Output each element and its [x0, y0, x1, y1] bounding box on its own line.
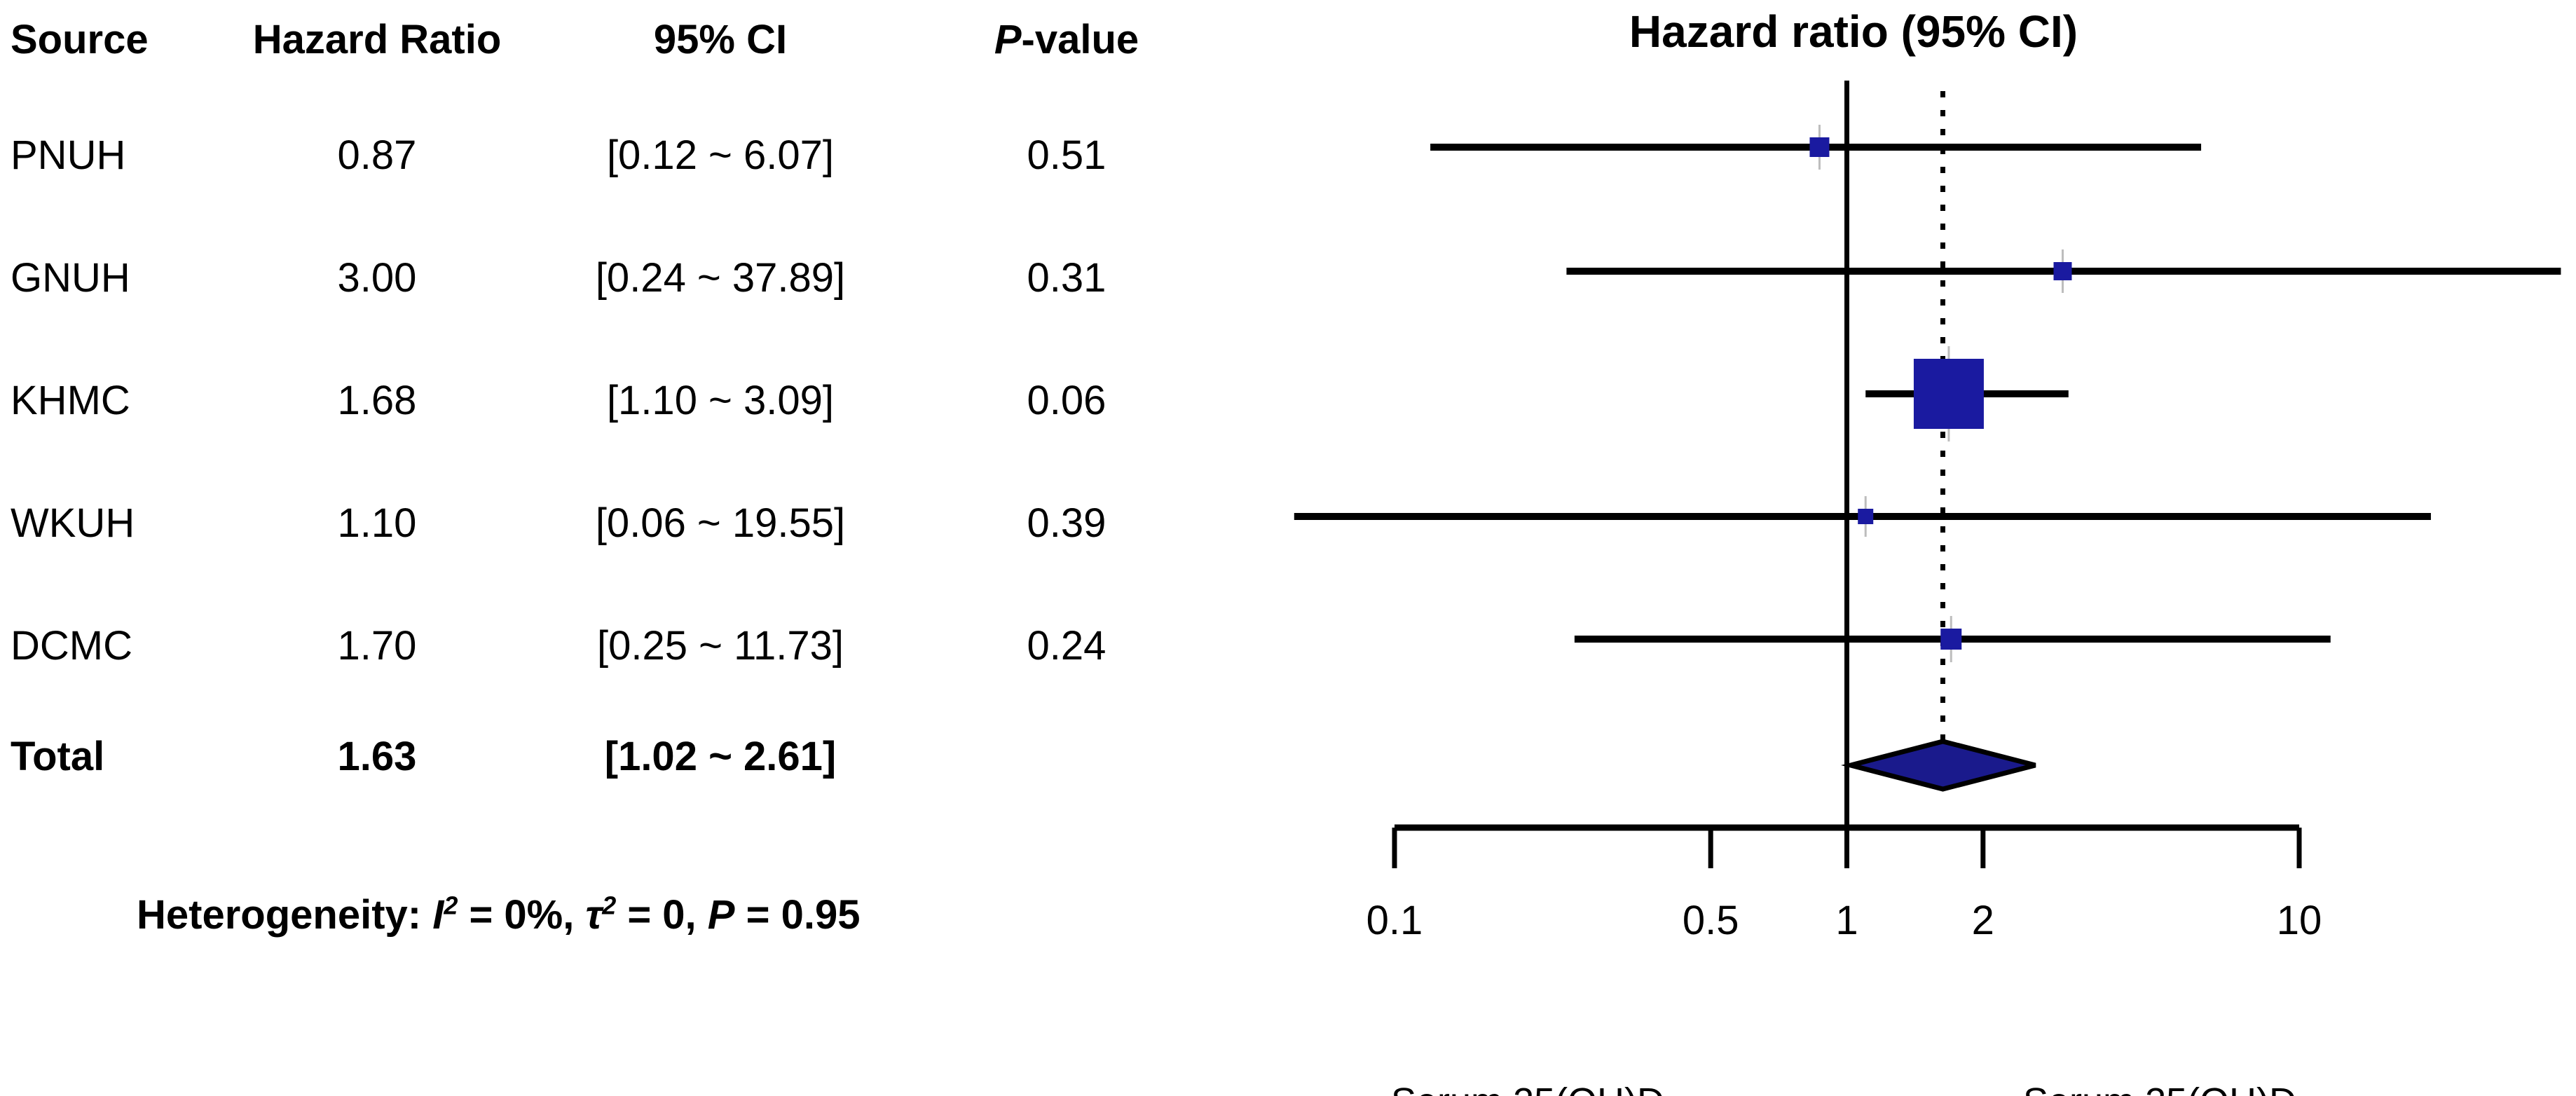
row-p-value: 0.39 — [1027, 500, 1107, 546]
total-label: Total — [11, 734, 105, 779]
axis-caption-left: Serum 25(OH)D Level ≥ 30 ng/mL worse — [1317, 968, 1738, 1096]
column-header-source: Source — [11, 17, 149, 62]
column-header-ci: 95% CI — [653, 17, 788, 62]
row-ci: [1.10 ~ 3.09] — [606, 378, 835, 423]
row-p-value: 0.06 — [1027, 378, 1107, 423]
axis-tick-label-0.5: 0.5 — [1682, 898, 1739, 943]
row-source: DCMC — [11, 623, 132, 669]
tau-squared-value: = 0, — [616, 892, 708, 938]
column-header-hazard-ratio: Hazard Ratio — [252, 17, 502, 62]
row-source: PNUH — [11, 132, 126, 178]
caption-right-line1: Serum 25(OH)D — [1954, 1075, 2366, 1096]
axis-tick-label-0.1: 0.1 — [1366, 898, 1423, 943]
row-hazard-ratio: 0.87 — [337, 132, 417, 178]
heterogeneity-note: Heterogeneity: I2 = 0%, τ2 = 0, P = 0.95 — [137, 890, 860, 940]
hr-square-dcmc — [1940, 629, 1962, 650]
row-hazard-ratio: 3.00 — [337, 255, 417, 301]
hr-square-wkuh — [1858, 509, 1874, 524]
p-value-italic-p: P — [994, 17, 1022, 62]
p-value-rest: -value — [1021, 17, 1139, 62]
row-hazard-ratio: 1.70 — [337, 623, 417, 669]
total-ci: [1.02 ~ 2.61] — [604, 734, 837, 779]
row-p-value: 0.31 — [1027, 255, 1107, 301]
column-header-p-value: P-value — [994, 15, 1139, 64]
axis-tick-label-10: 10 — [2276, 898, 2322, 943]
row-source: GNUH — [11, 255, 130, 301]
row-ci: [0.25 ~ 11.73] — [596, 623, 844, 669]
row-ci: [0.24 ~ 37.89] — [595, 255, 846, 301]
row-hazard-ratio: 1.10 — [337, 500, 417, 546]
row-ci: [0.06 ~ 19.55] — [595, 500, 846, 546]
caption-left-line1: Serum 25(OH)D — [1317, 1075, 1738, 1096]
row-source: KHMC — [11, 378, 130, 423]
plot-title: Hazard ratio (95% CI) — [1629, 6, 2078, 57]
i-squared-value: = 0%, — [458, 892, 586, 938]
axis-tick-label-1: 1 — [1835, 898, 1858, 943]
tau-squared-symbol: τ2 — [585, 891, 617, 938]
row-source: WKUH — [11, 500, 135, 546]
row-ci: [0.12 ~ 6.07] — [606, 132, 835, 178]
i-squared-symbol: I2 — [432, 891, 458, 938]
total-hazard-ratio: 1.63 — [337, 734, 417, 779]
row-p-value: 0.24 — [1027, 623, 1107, 669]
het-p-symbol: P — [707, 892, 735, 938]
row-p-value: 0.51 — [1027, 132, 1107, 178]
row-hazard-ratio: 1.68 — [337, 378, 417, 423]
heterogeneity-prefix: Heterogeneity: — [137, 892, 433, 938]
axis-caption-right: Serum 25(OH)D Level < 30 ng/mL worse — [1954, 968, 2366, 1096]
axis-tick-label-2: 2 — [1971, 898, 1994, 943]
hr-square-gnuh — [2053, 262, 2072, 280]
hr-square-pnuh — [1809, 137, 1830, 157]
total-diamond — [1841, 739, 2036, 792]
het-p-value: = 0.95 — [734, 892, 861, 938]
hr-square-khmc — [1913, 359, 1984, 429]
